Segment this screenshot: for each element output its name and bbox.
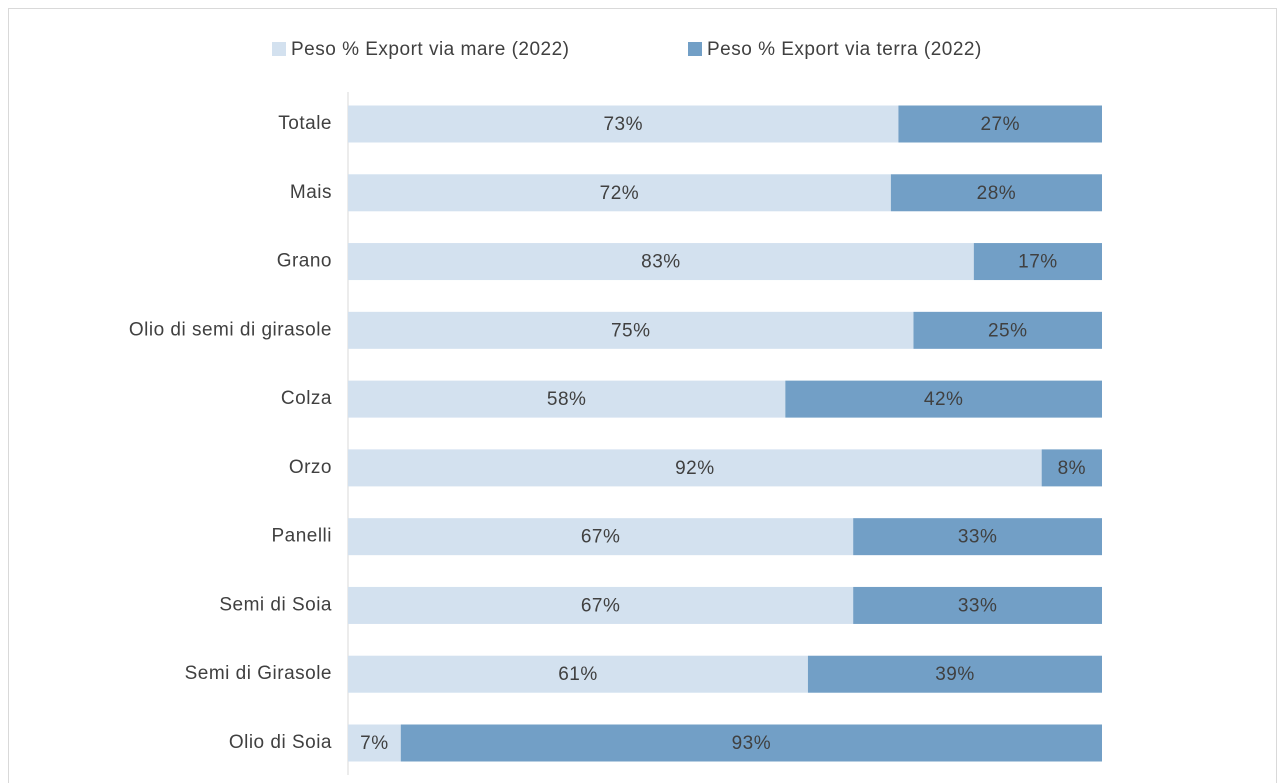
data-label: 33% (958, 527, 998, 548)
data-label: 28% (977, 183, 1017, 204)
bar-segment (898, 105, 1102, 143)
bar-segment (973, 243, 1102, 281)
data-label: 33% (958, 595, 998, 616)
bar-segment (348, 380, 786, 418)
bar-segment (348, 724, 401, 762)
data-label: 93% (732, 733, 772, 754)
data-label: 39% (935, 664, 975, 685)
bar-segment (348, 518, 854, 556)
legend-label: Peso % Export via terra (2022) (707, 39, 982, 60)
category-label: Semi di Soia (219, 594, 332, 615)
data-label: 42% (924, 389, 964, 410)
chart-frame (8, 8, 1277, 783)
data-label: 17% (1018, 252, 1058, 273)
bar-segment (913, 311, 1102, 349)
category-label: Orzo (289, 457, 332, 478)
legend-swatch (272, 42, 286, 56)
legend-swatch (688, 42, 702, 56)
category-label: Mais (290, 182, 332, 203)
data-label: 67% (581, 595, 621, 616)
bar-segment (348, 243, 974, 281)
data-label: 92% (675, 458, 715, 479)
data-label: 67% (581, 527, 621, 548)
category-label: Colza (281, 388, 332, 409)
data-label: 83% (641, 252, 681, 273)
bar-segment (400, 724, 1102, 762)
data-label: 75% (611, 320, 651, 341)
bar-segment (1041, 449, 1102, 487)
data-label: 58% (547, 389, 587, 410)
bar-segment (348, 311, 914, 349)
category-label: Panelli (271, 526, 332, 547)
bar-segment (853, 518, 1102, 556)
category-label: Totale (278, 113, 332, 134)
category-label: Grano (277, 251, 332, 272)
bar-segment (348, 655, 808, 693)
bar-segment (348, 105, 899, 143)
legend-label: Peso % Export via mare (2022) (291, 39, 570, 60)
bar-segment (348, 449, 1042, 487)
category-label: Olio di semi di girasole (129, 319, 332, 340)
data-label: 8% (1058, 458, 1086, 479)
bar-segment (348, 586, 854, 624)
data-label: 7% (360, 733, 388, 754)
data-label: 25% (988, 320, 1028, 341)
data-label: 27% (980, 114, 1020, 135)
bar-segment (807, 655, 1102, 693)
data-label: 73% (603, 114, 643, 135)
bar-segment (348, 174, 891, 212)
data-label: 72% (600, 183, 640, 204)
bar-segment (890, 174, 1102, 212)
category-label: Olio di Soia (229, 732, 332, 753)
bar-segment (785, 380, 1102, 418)
data-label: 61% (558, 664, 598, 685)
category-label: Semi di Girasole (185, 663, 332, 684)
bar-segment (853, 586, 1102, 624)
